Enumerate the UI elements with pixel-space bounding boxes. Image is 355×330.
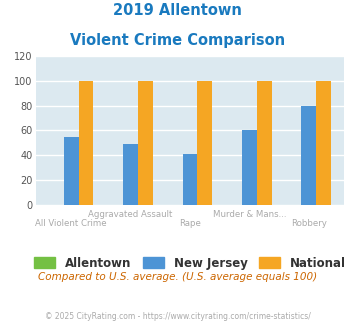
Bar <box>123 144 138 205</box>
Text: Murder & Mans...: Murder & Mans... <box>213 210 286 218</box>
Text: All Violent Crime: All Violent Crime <box>36 219 107 228</box>
Legend: Allentown, New Jersey, National: Allentown, New Jersey, National <box>29 252 351 275</box>
Text: Aggravated Assault: Aggravated Assault <box>88 210 173 218</box>
Text: Compared to U.S. average. (U.S. average equals 100): Compared to U.S. average. (U.S. average … <box>38 272 317 282</box>
Text: © 2025 CityRating.com - https://www.cityrating.com/crime-statistics/: © 2025 CityRating.com - https://www.city… <box>45 312 310 321</box>
Bar <box>64 137 78 205</box>
Bar <box>316 81 331 205</box>
Text: 2019 Allentown: 2019 Allentown <box>113 3 242 18</box>
Bar <box>138 81 153 205</box>
Bar <box>78 81 93 205</box>
Text: Rape: Rape <box>179 219 201 228</box>
Text: Violent Crime Comparison: Violent Crime Comparison <box>70 33 285 48</box>
Bar <box>242 130 257 205</box>
Bar <box>197 81 212 205</box>
Bar <box>301 106 316 205</box>
Text: Robbery: Robbery <box>291 219 327 228</box>
Bar <box>257 81 272 205</box>
Bar <box>182 154 197 205</box>
